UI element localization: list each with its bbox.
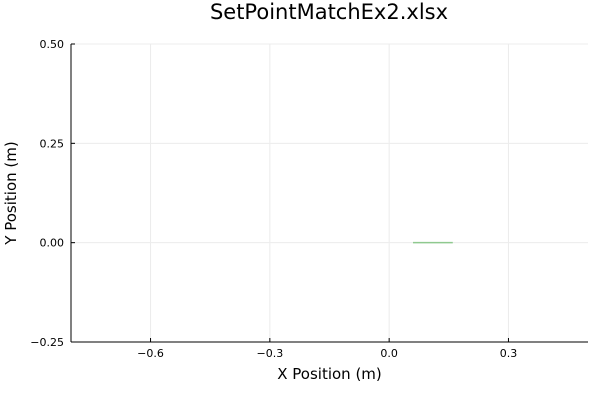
y-tick-label: 0.25 [40,137,65,150]
y-tick-label: 0.50 [40,38,65,51]
x-ticks: −0.6 −0.3 0.0 0.3 [137,338,517,360]
y-gridlines [71,43,588,343]
x-axis-label: X Position (m) [277,365,382,383]
y-axis-label: Y Position (m) [2,141,20,245]
x-tick-label: −0.6 [137,347,164,360]
x-tick-label: 0.3 [500,347,518,360]
chart-title: SetPointMatchEx2.xlsx [210,0,448,24]
x-gridlines [150,44,509,342]
x-tick-label: 0.0 [380,347,398,360]
y-tick-label: −0.25 [30,336,64,349]
y-ticks: −0.25 0.00 0.25 0.50 [30,38,75,349]
y-tick-label: 0.00 [40,237,65,250]
x-tick-label: −0.3 [256,347,283,360]
